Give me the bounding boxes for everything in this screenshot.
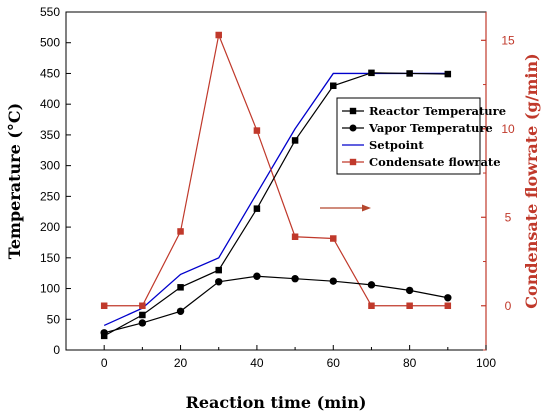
x-tick-label: 80 — [403, 356, 417, 370]
condensate-flowrate-point — [253, 127, 261, 134]
legend-condensate-flowrate-label: Condensate flowrate — [369, 155, 501, 169]
condensate-flowrate-point — [406, 302, 413, 310]
vapor-temperature-point — [291, 275, 299, 283]
condensate-flowrate-line — [104, 32, 448, 307]
reactor-temperature-point — [215, 266, 222, 274]
condensate-flowrate-point — [444, 302, 452, 310]
y-axis-title: Temperature (°C) — [5, 103, 24, 259]
y-tick-label: 50 — [47, 312, 61, 326]
x-tick-label: 40 — [250, 356, 264, 370]
y-tick-label: 150 — [40, 251, 60, 265]
condensate-flowrate-point — [291, 233, 299, 240]
annotation-arrow-head — [362, 204, 371, 212]
reactor-temperature-line — [103, 72, 448, 337]
vapor-temperature-point — [138, 319, 147, 327]
reactor-temperature-point — [291, 137, 299, 144]
y-tick-label: 100 — [40, 282, 60, 296]
x-tick-label: 100 — [476, 356, 496, 370]
y2-axis-title: Condensate flowrate (g/min) — [522, 53, 541, 308]
condensate-flowrate-point — [330, 235, 337, 242]
y-tick-label: 500 — [40, 36, 60, 50]
reactor-temperature-point — [444, 70, 452, 78]
vapor-temperature-point — [367, 281, 376, 289]
legend-vapor-temperature-marker — [349, 124, 357, 132]
legend-reactor-temperature-marker — [349, 107, 357, 115]
reactor-temperature-point — [139, 311, 146, 319]
y-tick-label: 200 — [40, 220, 60, 234]
y-tick-label: 550 — [40, 5, 60, 19]
vapor-temperature-point — [444, 294, 452, 302]
legend-vapor-temperature-label: Vapor Temperature — [368, 121, 493, 135]
vapor-temperature-line — [104, 275, 448, 334]
vapor-temperature-point — [215, 278, 223, 286]
y2-tick-label: 15 — [501, 33, 515, 47]
vapor-temperature-point — [329, 277, 337, 285]
condensate-flowrate-point — [100, 302, 108, 310]
condensate-flowrate-point — [139, 302, 146, 310]
x-tick-label: 60 — [327, 356, 341, 370]
y2-tick-label: 10 — [501, 122, 515, 136]
reactor-temperature-point — [100, 332, 108, 340]
legend-reactor-temperature-label: Reactor Temperature — [369, 104, 506, 118]
legend-setpoint-label: Setpoint — [369, 138, 424, 152]
condensate-flowrate-point — [368, 302, 375, 310]
y-tick-label: 350 — [40, 128, 60, 142]
condensate-flowrate-point — [215, 31, 222, 39]
reactor-temperature-point — [368, 69, 375, 77]
reactor-temperature-point — [253, 205, 261, 212]
vapor-temperature-point — [405, 286, 414, 295]
y2-tick-label: 0 — [505, 299, 512, 313]
legend-condensate-flowrate-marker — [349, 158, 357, 166]
vapor-temperature-point — [176, 307, 185, 315]
vapor-temperature-point — [253, 272, 261, 280]
y-tick-label: 0 — [53, 343, 60, 357]
y-tick-label: 300 — [40, 159, 60, 173]
x-tick-label: 20 — [174, 356, 188, 370]
reactor-temperature-point — [330, 82, 337, 89]
plot-frame — [65, 11, 487, 351]
reactor-temperature-point — [177, 284, 184, 291]
condensate-flowrate-point — [177, 228, 184, 235]
y-tick-label: 250 — [40, 189, 60, 203]
y-tick-label: 450 — [40, 66, 60, 80]
reactor-temperature-point — [406, 70, 413, 77]
x-tick-label: 0 — [101, 356, 108, 370]
y2-tick-label: 5 — [505, 210, 512, 224]
y-tick-label: 400 — [40, 97, 60, 111]
x-axis-title: Reaction time (min) — [186, 393, 367, 412]
